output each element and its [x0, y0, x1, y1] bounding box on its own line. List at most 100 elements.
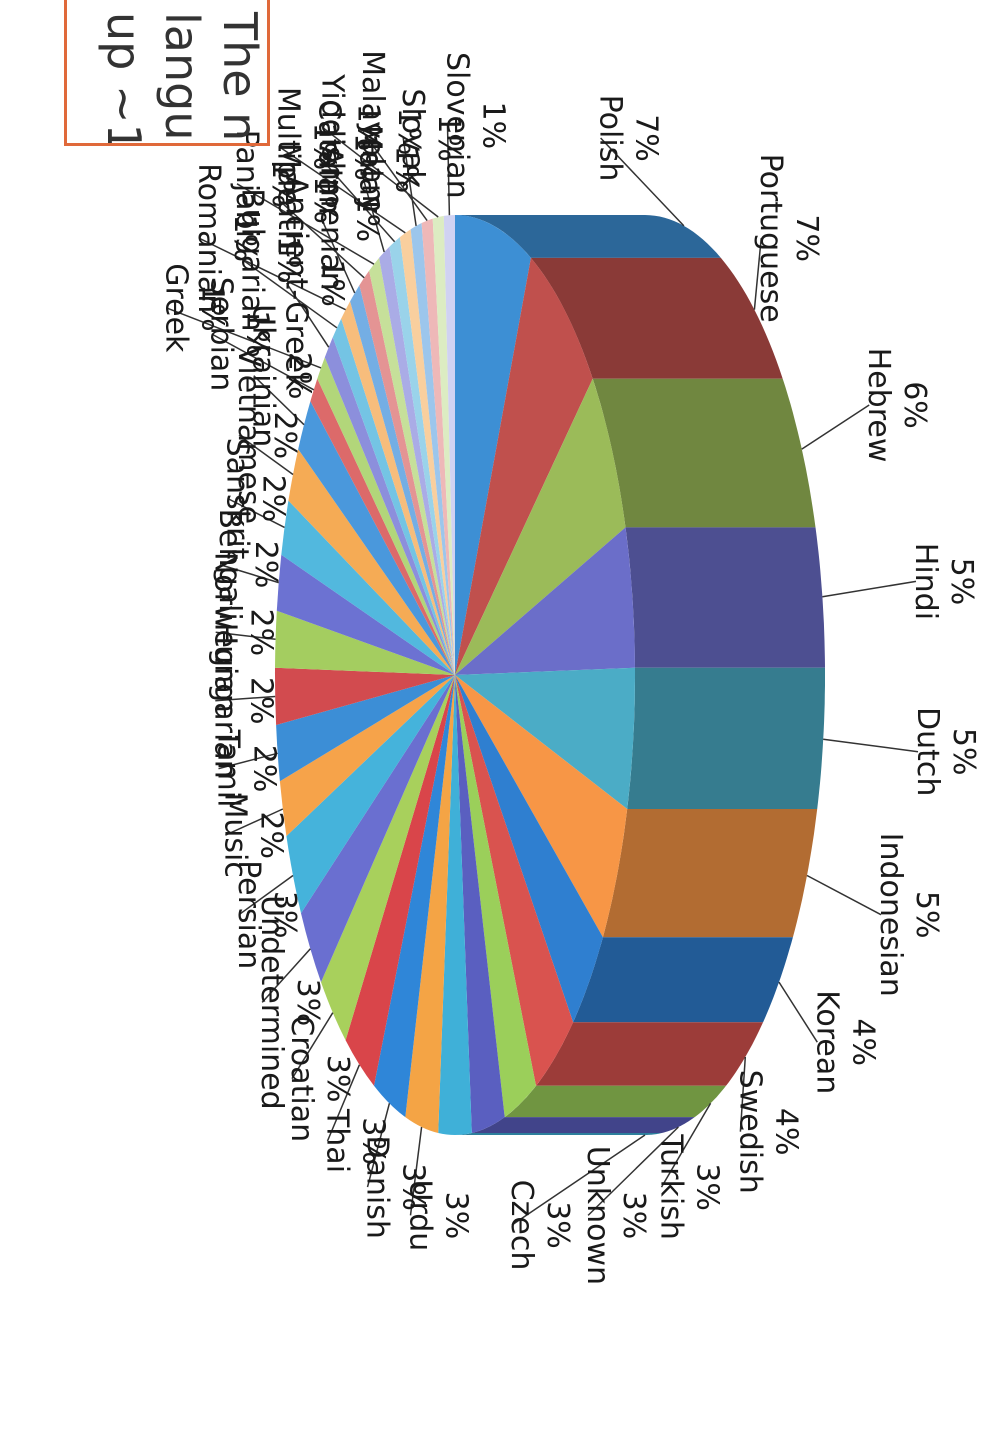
pie-slice-music: [279, 675, 455, 837]
pie-slice-undetermined: [301, 675, 455, 983]
slice-label-urdu: Urdu: [403, 1179, 438, 1251]
pie-slice-ukrainian: [298, 401, 455, 675]
slice-label-group-tamil: Tamil 2%: [211, 729, 282, 808]
pie-side-dutch: [627, 667, 825, 809]
slice-label-group-multiple: Multiple 1%: [271, 87, 342, 206]
slice-label-group-danish: Danish 3%: [360, 1135, 431, 1238]
slice-label-group-yiddish: Yiddish 1%: [315, 73, 386, 181]
pie-side-hebrew: [592, 378, 816, 528]
pie-slice-vietnamese: [288, 449, 455, 675]
slice-value-slovak: 1%: [431, 114, 466, 162]
slice-label-tamil: Tamil: [211, 729, 246, 808]
slice-value-catalan: 1%: [348, 133, 383, 181]
slice-label-group-serbian: Serbian 1%: [204, 277, 275, 392]
pie-slice-swedish: [455, 675, 574, 1086]
slice-label-bengali: Bengali: [212, 509, 247, 621]
slice-label-group-bulgarian: Bulgarian 1%: [235, 188, 306, 331]
slice-label-hungarian: Hungarian: [207, 623, 242, 779]
slice-value-multiple: 1%: [307, 123, 342, 171]
slice-label-group-croatian: Croatian 3%: [284, 1015, 355, 1142]
leader-line-slovenian: [446, 125, 451, 216]
slice-label-group-vietnamese: Vietnamese 2%: [231, 347, 302, 525]
pie-side-portuguese: [530, 257, 783, 379]
pie-side-unknown: [471, 1117, 695, 1133]
callout-line-2: langu: [155, 12, 209, 141]
leader-line-thai: [326, 1064, 361, 1142]
pie-slice-malay: [379, 246, 455, 675]
slice-value-dutch: 5%: [946, 728, 981, 776]
slice-value-polish: 7%: [629, 114, 664, 162]
slice-label-group-indonesian: Indonesian 5%: [873, 833, 944, 997]
slice-value-sanskrit: 2%: [256, 475, 291, 523]
slice-label-group-persian: Persian 3%: [231, 860, 302, 969]
leader-line-armenian: [320, 217, 356, 294]
slice-value-bulgarian: 1%: [271, 236, 306, 284]
leader-line-czech: [511, 1134, 646, 1226]
slice-label-group-thai: Thai 3%: [320, 1108, 391, 1173]
pie-slice-thai: [345, 675, 455, 1086]
slice-label-group-hindi: Hindi 5%: [908, 543, 979, 620]
leader-line-malayalam: [362, 131, 428, 222]
leader-line-urdu: [409, 1126, 423, 1216]
slice-value-thai: 3%: [356, 1117, 391, 1165]
slice-value-turkish: 3%: [690, 1163, 725, 1211]
pie-slice-catalan: [389, 237, 455, 675]
slice-label-thai: Thai: [320, 1108, 355, 1173]
slice-value-romanian: 1%: [227, 214, 262, 262]
slice-value-hindi: 5%: [944, 558, 979, 606]
pie-slice-polish: [455, 215, 531, 675]
pie-slice-dutch: [455, 667, 636, 809]
slice-label-group-romanian: Romanian 1%: [191, 163, 262, 313]
slice-value-portuguese: 7%: [789, 214, 824, 262]
slice-label-unknown: Unknown: [580, 1146, 615, 1285]
slice-value-vietnamese: 2%: [267, 412, 302, 460]
pie-side-korean: [573, 937, 793, 1023]
slice-label-group-swedish: Swedish 4%: [732, 1070, 803, 1194]
slice-value-urdu: 3%: [439, 1192, 474, 1240]
leader-line-sanskrit: [227, 497, 285, 529]
pie-slice-greek: [317, 357, 455, 675]
slice-label-danish: Danish: [360, 1135, 395, 1238]
pie-slice-norwegian: [275, 610, 455, 675]
slice-label-serbian: Serbian: [204, 277, 239, 392]
slice-value-danish: 3%: [396, 1163, 431, 1211]
slice-value-armenian: 1%: [349, 195, 384, 243]
slice-label-group-ukrainian: Ukrainian 2%: [246, 304, 317, 447]
slice-label-group-turkish: Turkish 3%: [654, 1133, 725, 1239]
pie-slice-urdu: [405, 675, 455, 1133]
leader-line-tamil: [218, 752, 278, 770]
pie-top-group: [274, 215, 636, 1136]
slice-label-slovak: Slovak: [395, 88, 430, 188]
leader-line-panjabi: [236, 183, 375, 265]
slice-label-group-panjabi: Panjabi 1%: [229, 130, 300, 238]
slice-label-group-urdu: Urdu 3%: [403, 1179, 474, 1251]
pie-slice-portuguese: [455, 257, 593, 675]
slice-label-norwegian: Norwegian: [208, 552, 243, 713]
pie-slice-tamil: [276, 675, 455, 782]
pie-slice-sanskrit: [281, 500, 455, 675]
slice-value-panjabi: 1%: [265, 160, 300, 208]
leader-line-unknown: [587, 1126, 679, 1216]
slice-value-malay: 1%: [389, 146, 424, 194]
slice-label-multiple: Multiple: [271, 87, 306, 206]
pie-side-indonesian: [602, 809, 818, 938]
slice-label-group-greek: Greek 1%: [158, 263, 229, 353]
pie-slice-panjabi: [369, 257, 455, 675]
slice-label-group-music: Music 2%: [217, 793, 288, 878]
slice-label-group-armenian: Armenian 1%: [313, 146, 384, 291]
slice-value-hungarian: 2%: [243, 677, 278, 725]
slice-label-yiddish: Yiddish: [315, 73, 350, 181]
leader-line-turkish: [660, 1102, 712, 1188]
pie-side-turkish: [504, 1085, 726, 1118]
pie-slice-bulgarian: [332, 318, 455, 675]
slice-label-group-malayalam: Malayalam 1%: [355, 50, 426, 213]
slice-label-group-catalan: Catalan 1%: [312, 99, 383, 214]
pie-slice-unknown: [455, 675, 505, 1133]
slice-label-catalan: Catalan: [312, 99, 347, 214]
slice-label-group-undetermined: Undetermined 3%: [254, 895, 325, 1110]
callout-box: The n langu up ~1: [64, 0, 270, 146]
slice-label-slovenian: Slovenian: [440, 52, 475, 199]
leader-line-hindi: [822, 580, 917, 598]
leader-line-croatian: [291, 1012, 334, 1080]
